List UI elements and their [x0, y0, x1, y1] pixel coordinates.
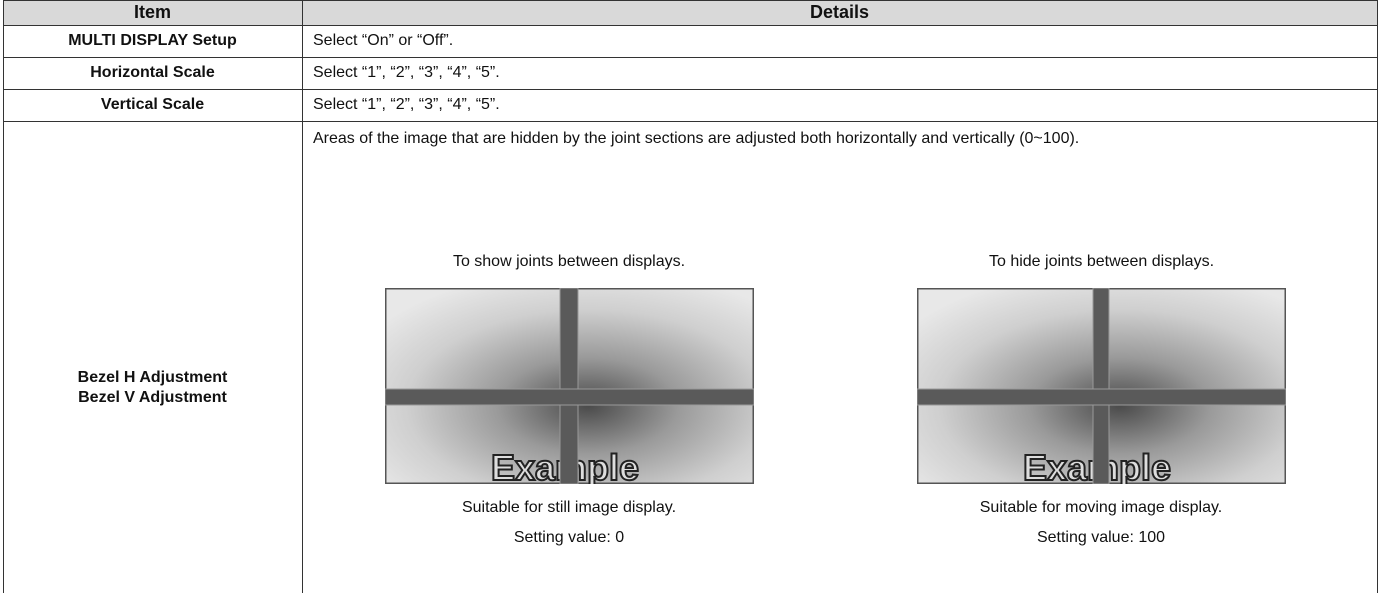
- item-line: Bezel V Adjustment: [78, 389, 227, 406]
- border: [3, 0, 4, 593]
- note: Suitable for moving image display.: [979, 499, 1223, 516]
- header-details: Details: [302, 0, 1377, 25]
- border: [3, 57, 1378, 58]
- border: [3, 25, 1378, 26]
- example-image: Example: [385, 288, 754, 484]
- border: [1377, 0, 1378, 593]
- border: [3, 0, 1378, 1]
- item-line: Bezel H Adjustment: [77, 369, 228, 386]
- border: [302, 0, 303, 593]
- caption: To show joints between displays.: [452, 253, 686, 270]
- item-cell: Vertical Scale: [100, 96, 205, 113]
- border: [3, 121, 1378, 122]
- details-cell: Select “1”, “2”, “3”, “4”, “5”.: [313, 96, 500, 113]
- item-cell: MULTI DISPLAY Setup: [68, 32, 237, 49]
- setting: Setting value: 0: [513, 529, 625, 546]
- note: Suitable for still image display.: [461, 499, 677, 516]
- item-cell: Horizontal Scale: [90, 64, 215, 81]
- border: [3, 89, 1378, 90]
- details-cell: Select “On” or “Off”.: [313, 32, 454, 49]
- details-cell: Select “1”, “2”, “3”, “4”, “5”.: [313, 64, 500, 81]
- setting: Setting value: 100: [1036, 529, 1166, 546]
- example-image: Example: [917, 288, 1286, 484]
- item-cell: Bezel H Adjustment Bezel V Adjustment: [3, 368, 302, 408]
- description: Areas of the image that are hidden by th…: [313, 130, 1080, 147]
- header-item: Item: [3, 0, 302, 25]
- caption: To hide joints between displays.: [988, 253, 1215, 270]
